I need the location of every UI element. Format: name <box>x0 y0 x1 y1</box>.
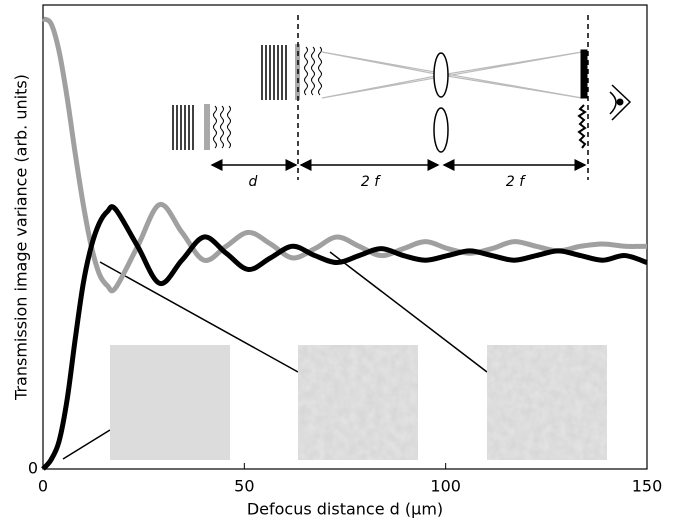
annotation: 2 f <box>361 174 381 190</box>
x-tick-label: 0 <box>38 477 48 496</box>
plot-frame <box>42 4 648 470</box>
x-tick-label: 50 <box>234 477 254 496</box>
annotation: d <box>249 174 258 190</box>
x-tick-label: 100 <box>430 477 461 496</box>
thumbnails <box>62 251 607 460</box>
series-line <box>41 204 648 471</box>
annotation: 2 f <box>506 174 526 190</box>
x-axis-label: Defocus distance d (μm) <box>247 500 443 519</box>
optics-diagram <box>172 15 632 180</box>
x-tick-label: 150 <box>632 477 663 496</box>
y-axis-label: Transmission image variance (arb. units) <box>12 74 31 401</box>
y-tick-label: 0 <box>28 459 38 478</box>
